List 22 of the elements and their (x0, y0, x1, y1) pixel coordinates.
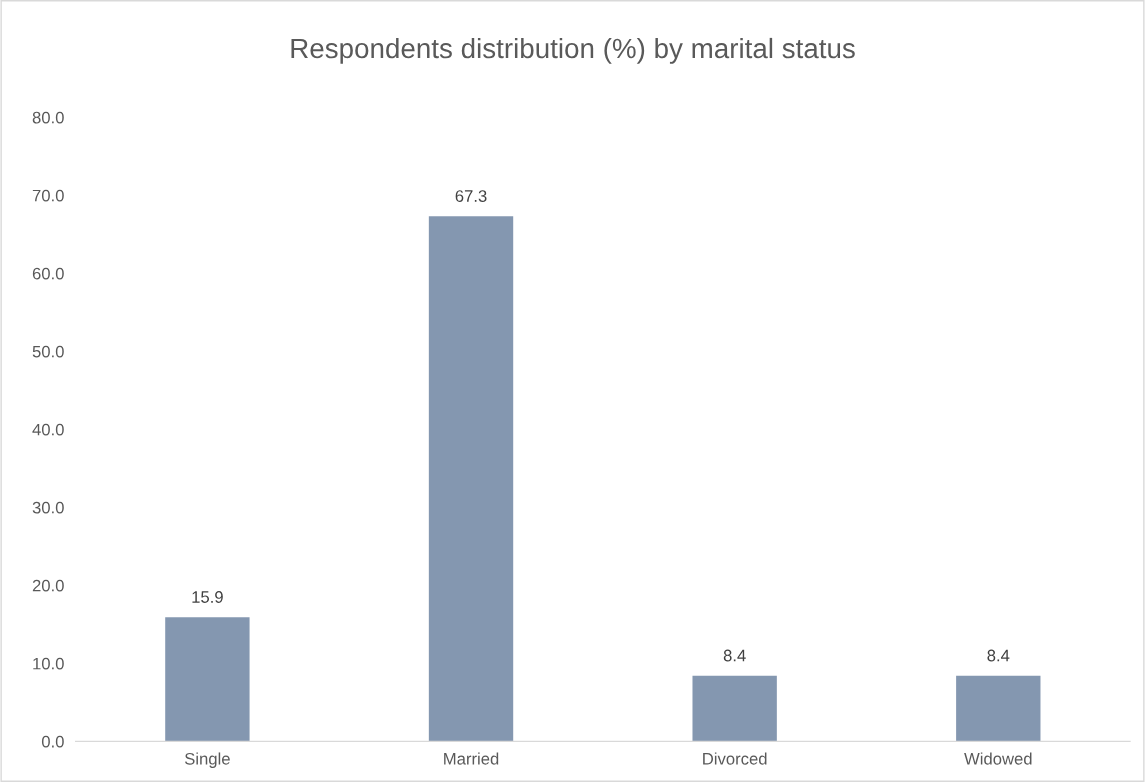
x-tick-label: Widowed (964, 752, 1032, 765)
y-tick-label: 70.0 (32, 189, 64, 202)
y-tick-label: 60.0 (32, 267, 64, 280)
bar (428, 216, 514, 742)
x-tick-label: Divorced (703, 752, 767, 765)
y-tick-label: 80.0 (32, 111, 64, 124)
data-label: 15.9 (192, 591, 223, 603)
y-tick-label: 10.0 (33, 657, 64, 670)
chart-title: Respondents distribution (%) by marital status (291, 37, 855, 64)
x-tick-label: Single (184, 752, 230, 768)
y-tick-label: 40.0 (32, 423, 64, 436)
bar (692, 675, 777, 742)
x-tick-label: Married (444, 752, 499, 765)
bar (165, 617, 250, 742)
y-tick-label: 0.0 (41, 735, 64, 748)
y-tick-label: 20.0 (32, 579, 64, 592)
bar (956, 675, 1041, 742)
y-tick-label: 30.0 (32, 501, 64, 514)
data-label: 8.4 (723, 649, 746, 662)
data-label: 8.4 (987, 649, 1010, 662)
y-tick-label: 50.0 (32, 345, 64, 358)
data-label: 67.3 (455, 190, 487, 202)
